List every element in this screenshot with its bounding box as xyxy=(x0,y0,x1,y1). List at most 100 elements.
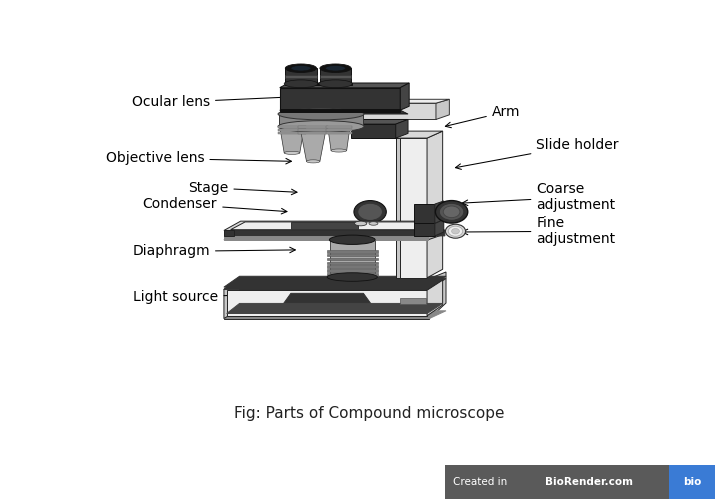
Polygon shape xyxy=(224,279,240,319)
Polygon shape xyxy=(327,258,378,261)
Polygon shape xyxy=(428,221,445,236)
Polygon shape xyxy=(298,126,328,129)
Text: Diaphragm: Diaphragm xyxy=(132,244,295,259)
Text: Light source: Light source xyxy=(133,290,292,304)
Ellipse shape xyxy=(329,235,375,244)
Polygon shape xyxy=(285,75,317,78)
Polygon shape xyxy=(327,266,378,268)
Polygon shape xyxy=(278,129,306,131)
Ellipse shape xyxy=(451,228,459,234)
Polygon shape xyxy=(300,127,327,161)
Polygon shape xyxy=(351,124,396,138)
Polygon shape xyxy=(224,289,429,319)
Polygon shape xyxy=(279,127,305,153)
Text: Slide holder: Slide holder xyxy=(456,138,619,169)
Polygon shape xyxy=(327,269,378,272)
Text: Fine
adjustment: Fine adjustment xyxy=(462,216,616,246)
Ellipse shape xyxy=(444,206,460,218)
Polygon shape xyxy=(413,204,435,223)
Ellipse shape xyxy=(446,224,466,238)
Ellipse shape xyxy=(307,160,320,163)
Ellipse shape xyxy=(358,224,378,238)
Ellipse shape xyxy=(354,221,366,226)
Polygon shape xyxy=(326,132,351,134)
Ellipse shape xyxy=(358,203,382,220)
Polygon shape xyxy=(285,68,317,84)
Polygon shape xyxy=(435,220,444,236)
Polygon shape xyxy=(280,110,408,114)
Text: Ocular lens: Ocular lens xyxy=(132,94,304,109)
Polygon shape xyxy=(224,279,446,289)
Bar xyxy=(445,465,669,499)
Ellipse shape xyxy=(319,80,352,88)
Polygon shape xyxy=(227,303,443,313)
Ellipse shape xyxy=(369,222,378,225)
Polygon shape xyxy=(327,262,378,264)
Text: Arm: Arm xyxy=(446,105,521,128)
Polygon shape xyxy=(364,103,436,119)
Ellipse shape xyxy=(284,80,318,88)
Polygon shape xyxy=(327,250,378,253)
Text: Created in: Created in xyxy=(453,477,510,487)
Text: Objective lens: Objective lens xyxy=(106,151,292,165)
Polygon shape xyxy=(327,273,378,276)
Text: Fig: Parts of Compound microscope: Fig: Parts of Compound microscope xyxy=(234,406,504,421)
Polygon shape xyxy=(224,234,444,240)
Polygon shape xyxy=(327,254,378,257)
Text: Condenser: Condenser xyxy=(143,197,287,214)
Polygon shape xyxy=(326,129,351,131)
Polygon shape xyxy=(291,222,358,229)
Bar xyxy=(669,465,715,499)
Text: BioRender.com: BioRender.com xyxy=(545,477,633,487)
Ellipse shape xyxy=(320,64,351,73)
Polygon shape xyxy=(224,221,445,230)
Polygon shape xyxy=(326,126,351,129)
Polygon shape xyxy=(298,129,328,131)
Ellipse shape xyxy=(354,201,387,223)
Polygon shape xyxy=(427,280,443,316)
Polygon shape xyxy=(320,75,351,78)
Polygon shape xyxy=(280,109,400,112)
Text: Coarse
adjustment: Coarse adjustment xyxy=(462,182,616,212)
Polygon shape xyxy=(224,276,446,287)
Ellipse shape xyxy=(285,64,317,73)
Polygon shape xyxy=(436,99,449,119)
Polygon shape xyxy=(396,138,427,278)
Polygon shape xyxy=(278,126,306,129)
Polygon shape xyxy=(400,83,409,110)
Polygon shape xyxy=(279,114,364,127)
Polygon shape xyxy=(224,311,446,319)
Ellipse shape xyxy=(291,66,311,71)
Polygon shape xyxy=(429,272,446,319)
Polygon shape xyxy=(224,230,428,236)
Polygon shape xyxy=(413,223,435,236)
Polygon shape xyxy=(352,131,443,138)
Polygon shape xyxy=(224,236,428,240)
Ellipse shape xyxy=(327,273,377,281)
Polygon shape xyxy=(435,201,444,223)
Polygon shape xyxy=(396,119,408,138)
Polygon shape xyxy=(278,132,306,134)
Polygon shape xyxy=(224,230,234,236)
Polygon shape xyxy=(427,131,443,278)
Ellipse shape xyxy=(439,203,464,220)
Polygon shape xyxy=(277,293,377,312)
Ellipse shape xyxy=(284,151,300,154)
Polygon shape xyxy=(328,127,350,151)
Ellipse shape xyxy=(278,108,364,120)
Polygon shape xyxy=(330,240,374,278)
Polygon shape xyxy=(298,132,328,134)
Text: bio: bio xyxy=(683,477,701,487)
Ellipse shape xyxy=(436,201,468,223)
Polygon shape xyxy=(396,138,400,278)
Ellipse shape xyxy=(325,66,346,71)
Polygon shape xyxy=(351,119,408,124)
Polygon shape xyxy=(285,83,352,85)
Text: Stage: Stage xyxy=(188,181,297,195)
Bar xyxy=(400,298,426,304)
Ellipse shape xyxy=(278,120,364,132)
Ellipse shape xyxy=(331,149,347,152)
Polygon shape xyxy=(280,83,409,88)
Polygon shape xyxy=(280,88,400,110)
Polygon shape xyxy=(364,99,449,103)
